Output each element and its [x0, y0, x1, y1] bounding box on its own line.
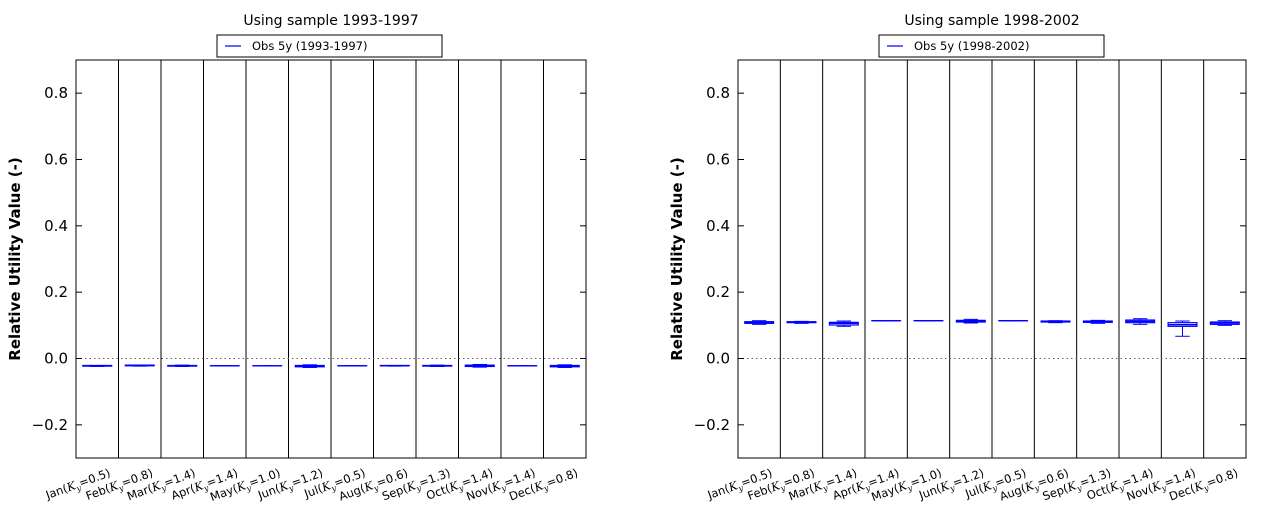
y-tick-label: −0.2	[32, 416, 68, 434]
legend: Obs 5y (1998-2002)	[878, 34, 1105, 58]
box-feb	[124, 364, 155, 367]
x-tick-label-sep: Sep(Ky=1.3)	[380, 466, 453, 506]
chart-panel-1998-2002: Using sample 1998-2002 Relative Utility …	[668, 13, 1247, 504]
y-axis-label: Relative Utility Value (-)	[6, 157, 24, 360]
box-aug	[1040, 320, 1071, 324]
y-tick-label: 0.8	[706, 84, 730, 102]
chart-title: Using sample 1993-1997	[243, 13, 418, 29]
legend-entry: Obs 5y (1998-2002)	[914, 39, 1029, 53]
y-tick-label: 0.4	[706, 217, 730, 235]
y-tick-label: 0.8	[44, 84, 68, 102]
box-jun	[955, 318, 986, 324]
y-tick-label: 0.4	[44, 217, 68, 235]
chart-title: Using sample 1998-2002	[904, 13, 1079, 29]
legend-box	[878, 34, 1105, 58]
legend: Obs 5y (1993-1997)	[216, 34, 443, 58]
box-mar	[828, 320, 859, 327]
y-tick-label: 0.0	[706, 350, 730, 368]
plot-frame	[737, 59, 1247, 459]
box-oct	[1125, 318, 1156, 325]
y-tick-label: 0.6	[706, 151, 730, 169]
box-jun	[294, 364, 325, 368]
plot-frame	[75, 59, 587, 459]
legend-entry: Obs 5y (1993-1997)	[252, 39, 367, 53]
box-oct	[464, 363, 495, 368]
y-tick-label: 0.0	[44, 350, 68, 368]
box-nov	[1167, 320, 1198, 337]
box-jan	[744, 320, 775, 325]
box-sep	[1082, 319, 1113, 324]
box-sep	[422, 364, 453, 367]
y-tick-label: 0.6	[44, 151, 68, 169]
box-dec	[1209, 320, 1240, 326]
legend-box	[216, 34, 443, 58]
chart-panel-1993-1997: Using sample 1993-1997 Relative Utility …	[6, 13, 587, 506]
box-aug	[379, 364, 410, 367]
box-feb	[786, 320, 817, 324]
box-jan	[82, 364, 113, 367]
y-tick-label: −0.2	[694, 416, 730, 434]
y-axis-label: Relative Utility Value (-)	[668, 157, 686, 360]
y-tick-label: 0.2	[44, 283, 68, 301]
y-tick-label: 0.2	[706, 283, 730, 301]
box-mar	[167, 364, 198, 367]
box-dec	[549, 364, 580, 368]
